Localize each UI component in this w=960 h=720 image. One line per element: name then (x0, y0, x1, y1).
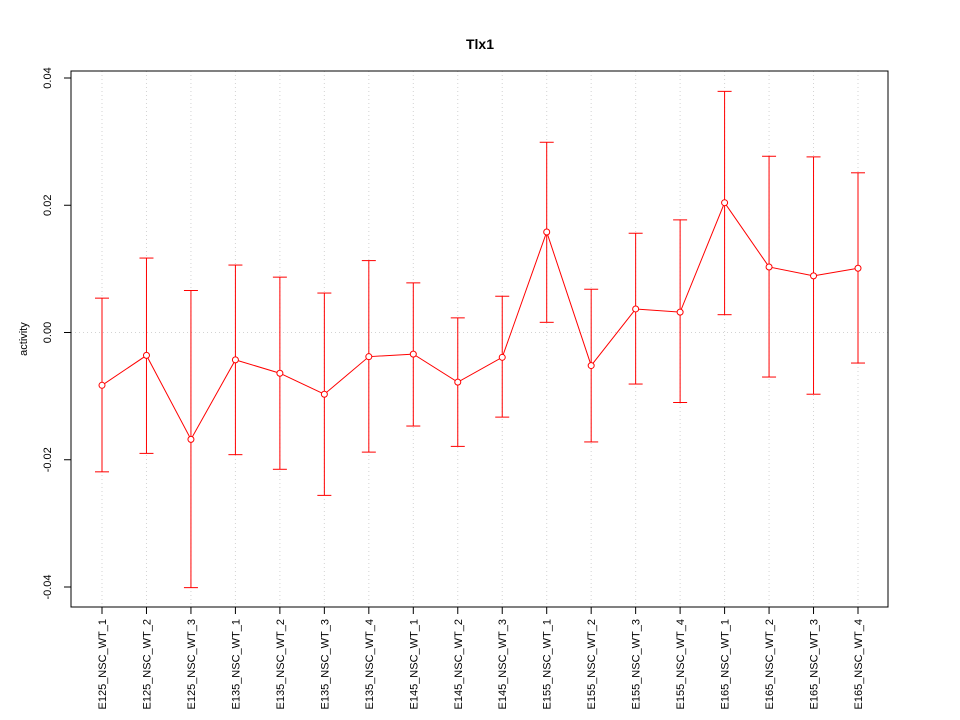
data-point (632, 305, 640, 313)
x-tick-label: E155_NSC_WT_2 (586, 619, 598, 710)
y-tick-label: 0.02 (42, 195, 54, 216)
x-tick-label: E135_NSC_WT_1 (230, 619, 242, 710)
data-point (498, 353, 506, 361)
data-point (543, 228, 551, 236)
data-point (187, 435, 195, 443)
x-tick-label: E145_NSC_WT_2 (453, 619, 465, 710)
data-point (810, 272, 818, 280)
x-tick-label: E145_NSC_WT_1 (408, 619, 420, 710)
series-line (101, 201, 859, 441)
axes-layer: -0.04 -0.02 0.00 0.02 0.04 E125_NSC_WT_1 E125_… (42, 67, 865, 709)
x-tick-label: E165_NSC_WT_3 (809, 619, 821, 710)
data-point (231, 356, 239, 364)
y-axis-label: activity (18, 322, 30, 356)
x-tick-label: E135_NSC_WT_2 (275, 619, 287, 710)
series-line-layer (101, 201, 859, 441)
y-tick-label: -0.04 (42, 574, 54, 599)
data-point (765, 263, 773, 271)
data-point (142, 351, 150, 359)
x-tick-label: E125_NSC_WT_3 (186, 619, 198, 710)
x-tick-label: E135_NSC_WT_4 (364, 619, 376, 710)
data-point (365, 353, 373, 361)
data-point (587, 362, 595, 370)
x-tick-label: E165_NSC_WT_4 (853, 619, 865, 710)
data-point (409, 350, 417, 358)
chart-title: Tlx1 (466, 36, 494, 52)
x-tick-label: E155_NSC_WT_4 (675, 619, 687, 710)
data-point (454, 378, 462, 386)
y-tick-label: 0.04 (42, 67, 54, 88)
data-point (98, 381, 106, 389)
x-tick-label: E135_NSC_WT_3 (319, 619, 331, 710)
x-tick-label: E165_NSC_WT_1 (720, 619, 732, 710)
data-point (276, 369, 284, 377)
y-tick-label: 0.00 (42, 322, 54, 343)
data-point (721, 199, 729, 207)
x-tick-label: E145_NSC_WT_3 (497, 619, 509, 710)
grid-layer (71, 71, 888, 607)
x-tick-label: E125_NSC_WT_1 (97, 619, 109, 710)
x-tick-label: E165_NSC_WT_2 (764, 619, 776, 710)
data-points (98, 199, 862, 443)
plot-frame (70, 70, 889, 608)
data-point (854, 264, 862, 272)
x-tick-label: E125_NSC_WT_2 (141, 619, 153, 710)
x-tick-label: E155_NSC_WT_3 (631, 619, 643, 710)
y-tick-label: -0.02 (42, 447, 54, 472)
error-bars (95, 90, 865, 589)
data-point (676, 308, 684, 316)
x-tick-label: E155_NSC_WT_1 (542, 619, 554, 710)
data-point (320, 390, 328, 398)
